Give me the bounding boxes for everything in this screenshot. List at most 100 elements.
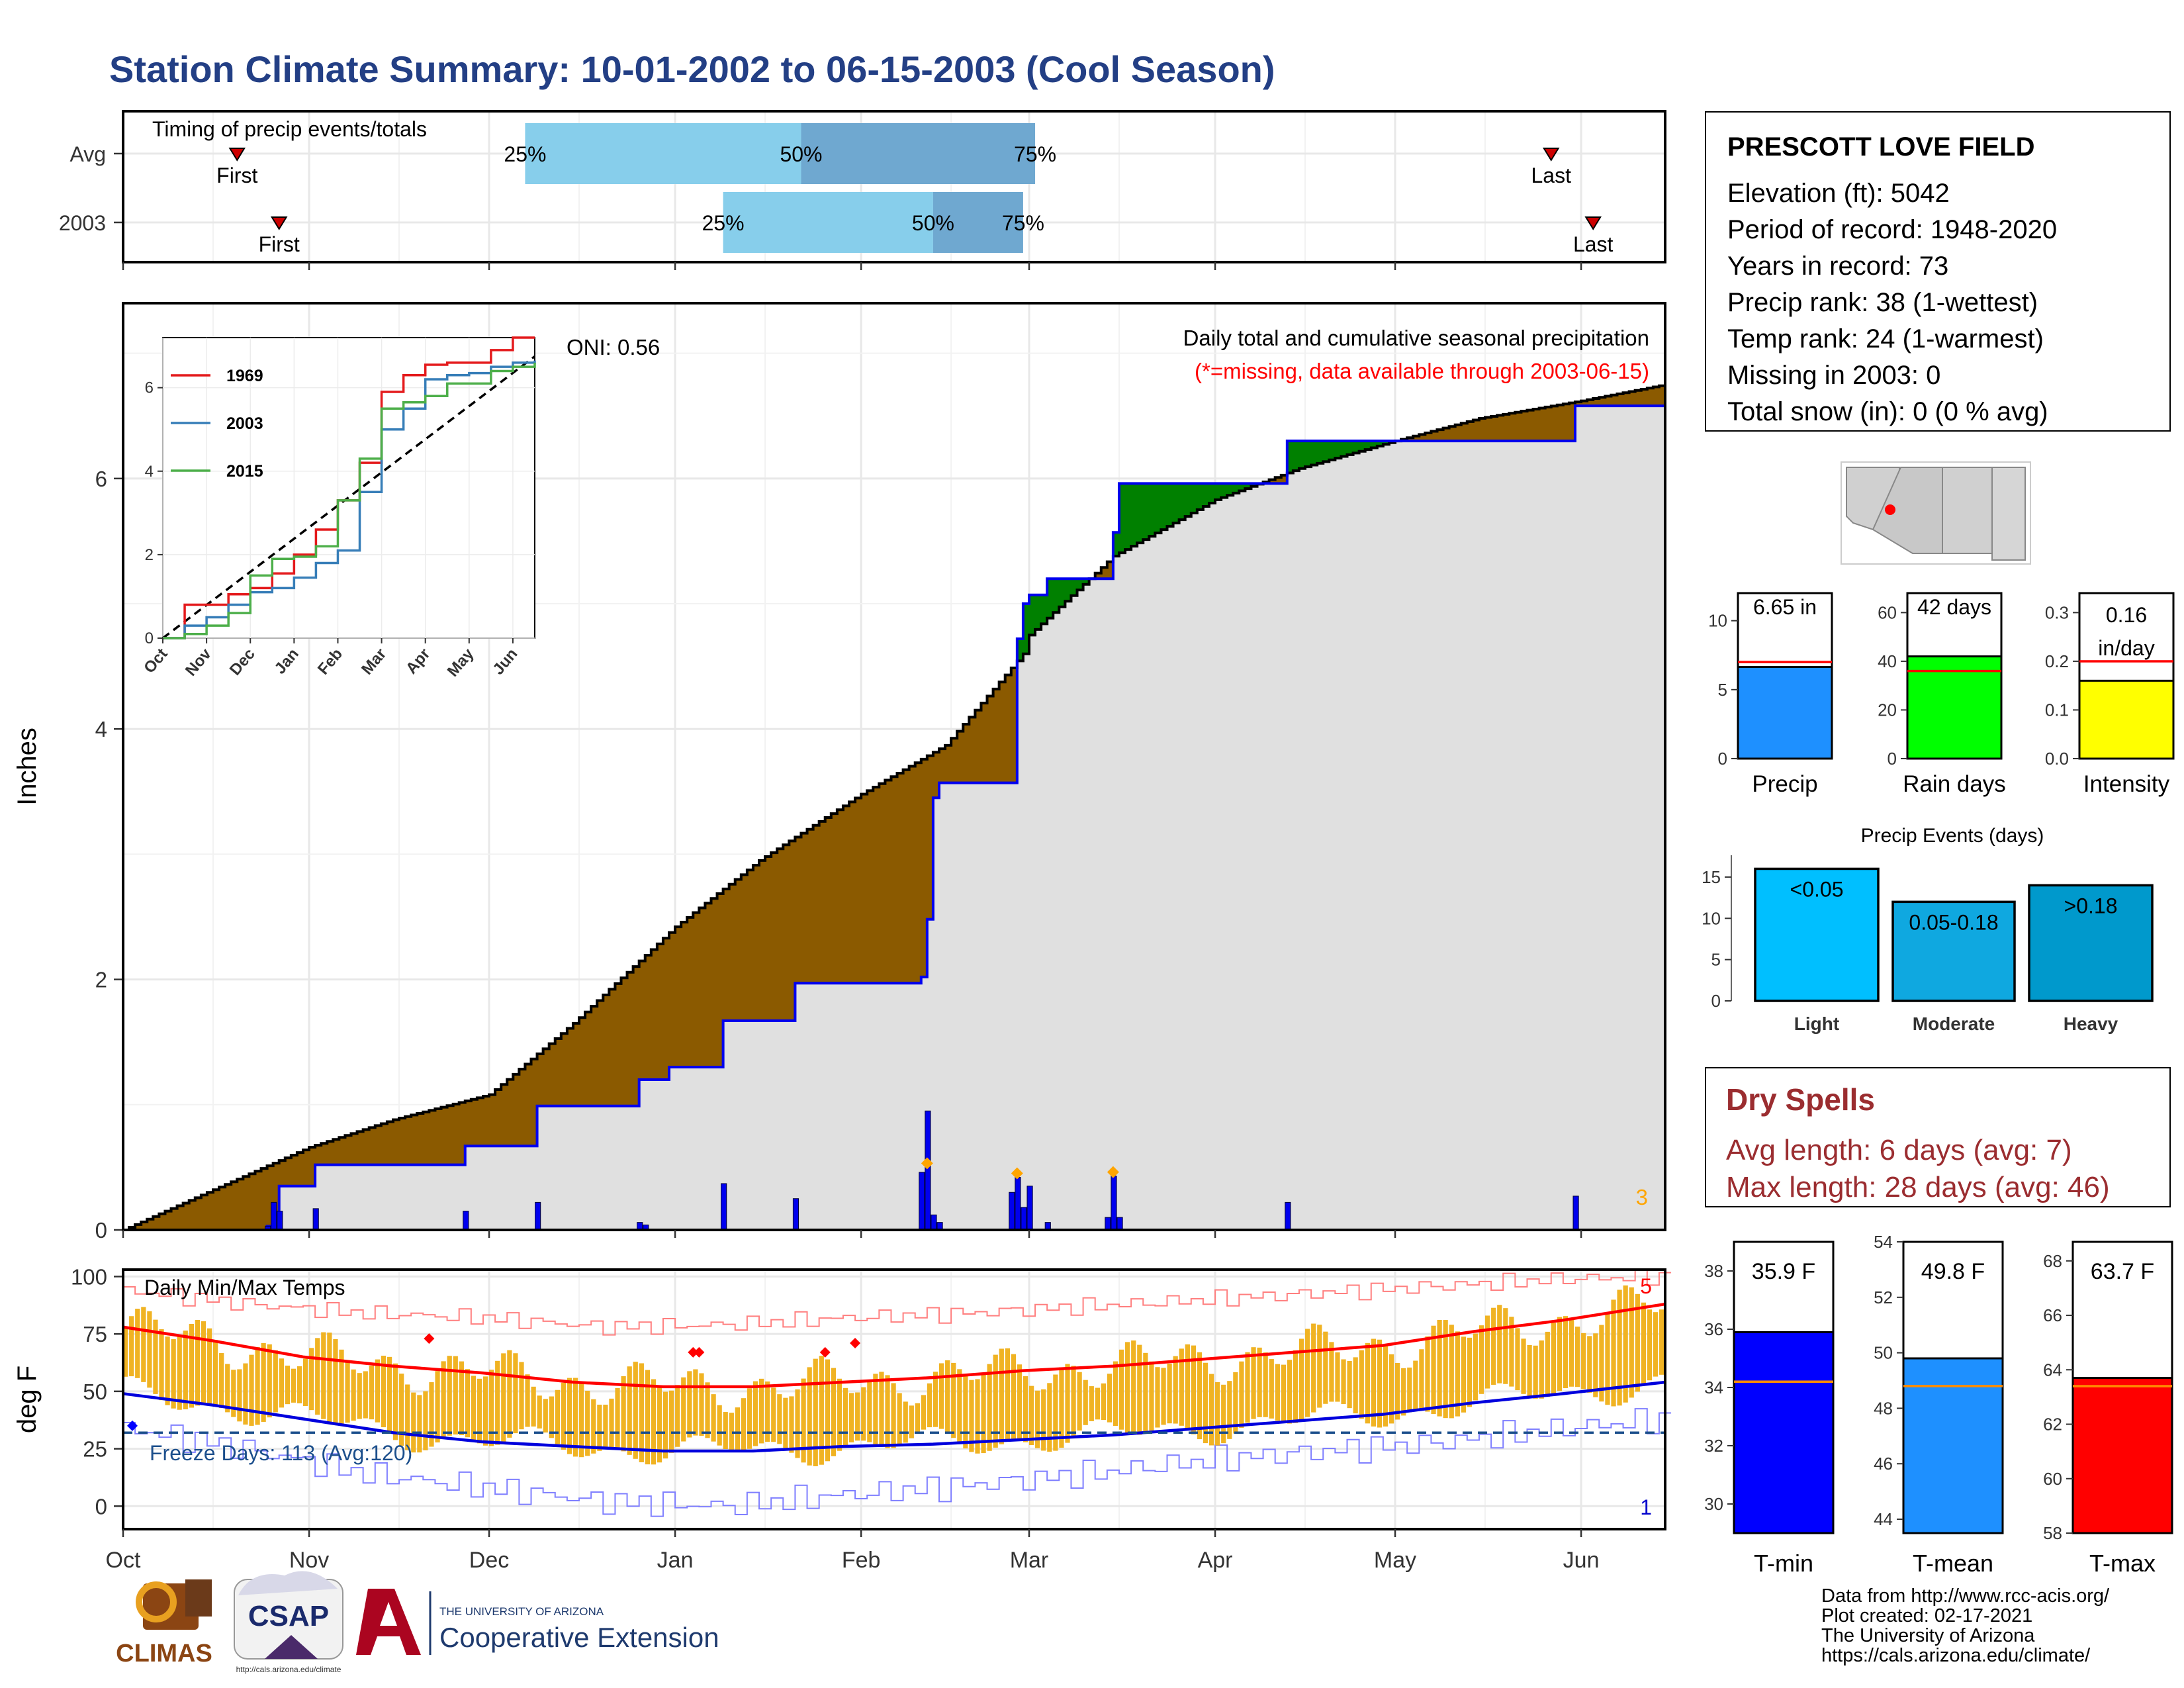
temps-daily-bar [1071,1366,1076,1437]
csap-url-text: http://cals.arizona.edu/climate [236,1665,341,1674]
temps-daily-bar [1341,1359,1346,1404]
temps-daily-bar [1298,1338,1304,1421]
temps-daily-bar [1641,1302,1646,1386]
month-label: Apr [1198,1548,1233,1573]
temps-daily-bar [717,1405,722,1446]
temps-daily-bar [189,1323,194,1408]
temps-daily-bar [1191,1345,1197,1434]
events-ytick-label: 0 [1711,991,1721,1011]
dry-spells-avg: Avg length: 6 days (avg: 7) [1726,1134,2072,1166]
temps-daily-bar [1485,1315,1490,1389]
timing-row-label: Avg [69,142,106,166]
temps-daily-bar [429,1382,434,1447]
month-label: Jan [657,1548,694,1573]
precip-ytick-label: 2 [95,968,107,992]
summary-precip-bar [1906,655,2003,760]
timing-bar-second-half [933,192,1023,253]
station-missing: Missing in 2003: 0 [1727,361,1941,390]
temps-daily-bar [1305,1329,1310,1417]
temps-daily-bar [405,1384,410,1450]
station-precip-rank: Precip rank: 38 (1-wettest) [1727,288,2038,317]
temps-daily-bar [435,1371,440,1443]
inset-legend-label: 2003 [226,414,263,433]
summary-precip-value-label: 42 days [1917,595,1991,619]
temps-daily-bar [351,1369,356,1421]
temps-daily-bar [765,1381,770,1442]
climas-logo-text: CLIMAS [116,1640,212,1667]
precip-avg-line [123,384,1666,1231]
footer-line-data: Data from http://www.rcc-acis.org/ [1821,1585,2110,1607]
precip-daily-bar [1572,1196,1579,1231]
events-bar-label: <0.05 [1790,877,1844,901]
summary-temp-ytick-label: 44 [1874,1509,1893,1529]
temps-daily-bar [651,1379,657,1465]
temps-daily-bar [206,1328,212,1404]
temps-daily-bar [123,1327,128,1377]
temps-daily-bar [879,1372,884,1447]
temps-daily-bar [1227,1381,1232,1439]
temps-daily-bar [1173,1356,1178,1424]
temps-daily-bar [1587,1336,1592,1393]
temps-daily-bar [1395,1362,1400,1420]
temps-daily-bar [837,1378,842,1451]
events-ytick-label: 15 [1702,867,1721,887]
temps-daily-bar [1311,1323,1316,1413]
summary-temp-panels: 30 32 34 36 38 35.9 F T-min 44 46 48 50 52 54 49.8 F T… [1704,1232,2173,1577]
summary-temp-value-label: 35.9 F [1752,1259,1815,1284]
temps-daily-bar [795,1389,800,1458]
precip-daily-bar [792,1198,799,1231]
inset-ytick-label: 0 [145,630,154,647]
timing-first-marker [228,148,246,162]
temps-daily-bar [1095,1387,1100,1420]
temps-daily-bar [759,1378,764,1444]
temps-daily-bar [819,1356,824,1465]
summary-temp-bar [2071,1377,2173,1534]
summary-precip-ytick-label: 0.2 [2045,651,2069,671]
temps-corner-bottom: 1 [1640,1495,1652,1519]
temps-daily-bar [1503,1308,1508,1384]
summary-temp-bar [1902,1357,2004,1534]
timing-row-label: 2003 [59,211,106,235]
station-period: Period of record: 1948-2020 [1727,215,2058,244]
temps-daily-bar [423,1391,428,1450]
temps-daily-bar [981,1373,986,1454]
temps-daily-bar [1118,1349,1124,1430]
temps-daily-bar [183,1331,188,1410]
inset-ytick-label: 2 [145,546,154,564]
temps-daily-bar [453,1356,458,1435]
summary-temp-ytick-label: 52 [1874,1288,1893,1307]
temps-daily-bar [279,1358,284,1408]
logos: CLIMAS CSAP http://cals.arizona.edu/climat… [116,1571,719,1674]
temps-daily-bar [1467,1337,1473,1407]
temps-daily-bar [693,1369,698,1436]
temps-daily-bar [615,1387,620,1449]
temps-daily-bar [711,1394,716,1442]
temps-daily-bar [1647,1309,1653,1381]
temps-daily-bar [699,1373,704,1436]
month-label: Dec [469,1548,509,1573]
temps-daily-bar [459,1361,464,1435]
temps-daily-bar [321,1332,326,1419]
temps-daily-bar [1443,1320,1448,1419]
timing-first-label: First [216,164,257,187]
temps-daily-bar [1545,1331,1550,1397]
summary-precip-ytick-label: 0.1 [2045,700,2069,720]
temps-daily-bar [147,1311,152,1388]
temps-record-max-line [123,1268,1672,1336]
temps-daily-bar [1221,1384,1226,1444]
summary-temp-ytick-label: 48 [1874,1398,1893,1418]
temps-daily-bar [291,1368,296,1403]
map-state-nm [1942,467,1993,554]
temps-daily-bar [1179,1348,1184,1426]
temps-daily-bar [1149,1361,1154,1431]
month-label: Oct [106,1548,141,1573]
precip-title: Daily total and cumulative seasonal prec… [1183,326,1649,350]
temps-daily-bar [1203,1362,1208,1444]
temps-daily-bar [495,1360,500,1445]
temps-daily-bar [933,1372,938,1427]
temps-daily-bar [729,1413,734,1452]
events-bar-label: >0.18 [2064,894,2118,917]
temps-daily-bar [1359,1350,1364,1419]
temps-daily-bar [1233,1372,1238,1434]
